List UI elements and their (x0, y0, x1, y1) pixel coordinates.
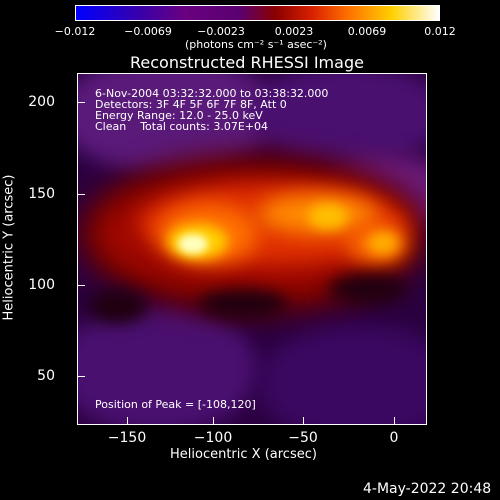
y-tick-label: 50 (37, 368, 55, 384)
y-axis-label: Heliocentric Y (arcsec) (1, 174, 17, 321)
peak-position-text: Position of Peak = [-108,120] (95, 398, 256, 411)
colorbar-tick: 0.012 (424, 25, 456, 38)
y-tick-label: 100 (28, 277, 55, 293)
energy-range-text: Energy Range: 12.0 - 25.0 keV (95, 109, 263, 122)
x-tick-label: −50 (288, 430, 318, 446)
colorbar-tick: −0.0023 (197, 25, 245, 38)
colorbar-unit-label: (photons cm⁻² s⁻¹ asec⁻²) (185, 38, 327, 51)
rhessi-image: 6-Nov-2004 03:32:32.000 to 03:38:32.000 … (77, 73, 427, 425)
timestamp: 4-May-2022 20:48 (363, 481, 492, 497)
colorbar-tick: 0.0069 (347, 25, 387, 38)
x-tick-label: −100 (193, 430, 233, 446)
x-tick-label: 0 (389, 430, 399, 446)
colorbar (75, 5, 440, 21)
y-tick-label: 150 (28, 186, 55, 202)
image-title: Reconstructed RHESSI Image (130, 53, 364, 72)
x-tick-label: −150 (107, 430, 147, 446)
colorbar-tick: −0.012 (54, 25, 96, 38)
colorbar-tick: −0.0069 (124, 25, 172, 38)
x-axis-label: Heliocentric X (arcsec) (170, 447, 317, 462)
colorbar-tick: 0.0023 (274, 25, 314, 38)
detectors-text: Detectors: 3F 4F 5F 6F 7F 8F, Att 0 (95, 98, 287, 111)
clean-counts-text: Clean Total counts: 3.07E+04 (95, 120, 269, 133)
y-tick-label: 200 (28, 94, 55, 110)
time-range-text: 6-Nov-2004 03:32:32.000 to 03:38:32.000 (95, 87, 329, 100)
